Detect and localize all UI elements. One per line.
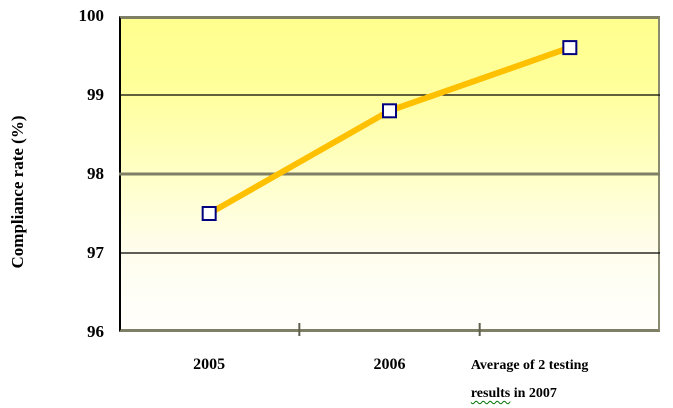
y-tick-label: 97 bbox=[87, 243, 104, 262]
plot-area bbox=[119, 16, 660, 336]
line-series-svg bbox=[119, 40, 660, 336]
x-category-label-line: Average of 2 testing bbox=[470, 358, 589, 373]
y-tick-label: 100 bbox=[78, 6, 105, 25]
y-tick-label: 96 bbox=[87, 322, 104, 341]
x-category-label-line: 2005 bbox=[193, 356, 226, 373]
spellcheck-wavy-word: results bbox=[470, 386, 511, 401]
y-tick-label: 99 bbox=[87, 85, 104, 104]
data-point-marker bbox=[201, 206, 217, 221]
series-line bbox=[206, 44, 573, 217]
data-point-marker bbox=[562, 40, 578, 56]
y-tick-label: 98 bbox=[87, 164, 104, 183]
x-category-label: Average of 2 testing results in 2007 bbox=[471, 352, 589, 408]
x-category-label: 2006 bbox=[374, 355, 406, 374]
x-category-label: 2005 bbox=[193, 355, 225, 374]
x-category-label-line: 2006 bbox=[373, 356, 406, 373]
y-axis-title: Compliance rate (%) bbox=[8, 115, 27, 269]
x-category-label-line: results in 2007 bbox=[470, 386, 557, 401]
data-point-marker bbox=[382, 103, 397, 119]
